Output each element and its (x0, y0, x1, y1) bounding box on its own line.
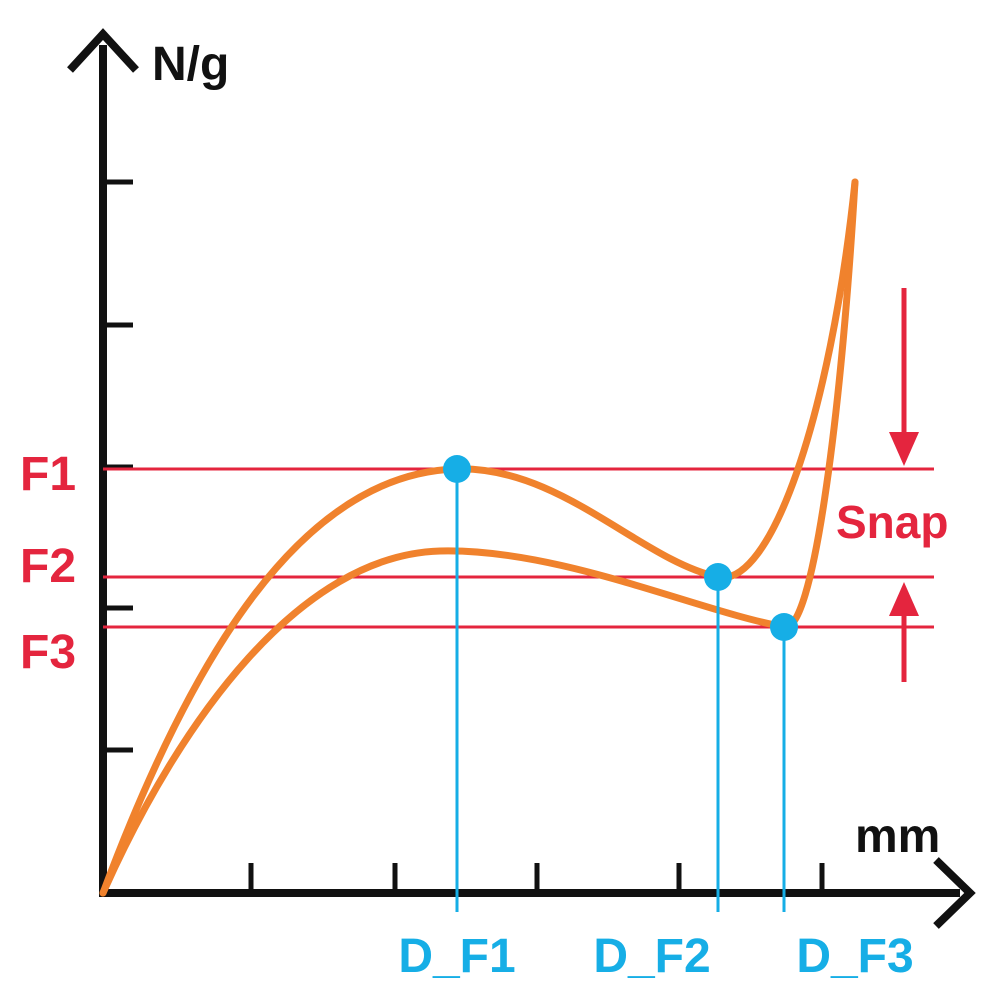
distance-label-d-f3: D_F3 (796, 930, 913, 983)
loading-curve (99, 178, 859, 897)
distance-labels: D_F1 D_F2 D_F3 (398, 930, 913, 983)
force-label-f2: F2 (20, 540, 76, 593)
snap-annotation: Snap (836, 288, 948, 682)
snap-arrow-up-head (889, 582, 919, 616)
marker-point-f3 (770, 613, 798, 641)
y-axis-arrowhead (67, 28, 139, 73)
y-axis-label: N/g (152, 38, 229, 91)
hysteresis-curves (99, 178, 859, 897)
snap-arrow-down-head (889, 432, 919, 466)
force-labels: F1 F2 F3 (20, 448, 76, 679)
distance-label-d-f2: D_F2 (593, 930, 710, 983)
distance-label-d-f1: D_F1 (398, 930, 515, 983)
marker-point-f1 (443, 455, 471, 483)
force-lines (103, 467, 934, 629)
marker-point-f2 (704, 563, 732, 591)
marker-points (443, 455, 798, 641)
snap-label: Snap (836, 496, 948, 548)
x-ticks (248, 863, 825, 893)
unloading-curve (99, 178, 859, 897)
y-ticks (103, 179, 133, 753)
force-label-f3: F3 (20, 626, 76, 679)
distance-lines (455, 469, 786, 912)
axes: N/g mm (67, 28, 976, 929)
x-axis-label: mm (855, 810, 940, 863)
force-label-f1: F1 (20, 448, 76, 501)
x-axis-arrowhead (933, 857, 976, 929)
